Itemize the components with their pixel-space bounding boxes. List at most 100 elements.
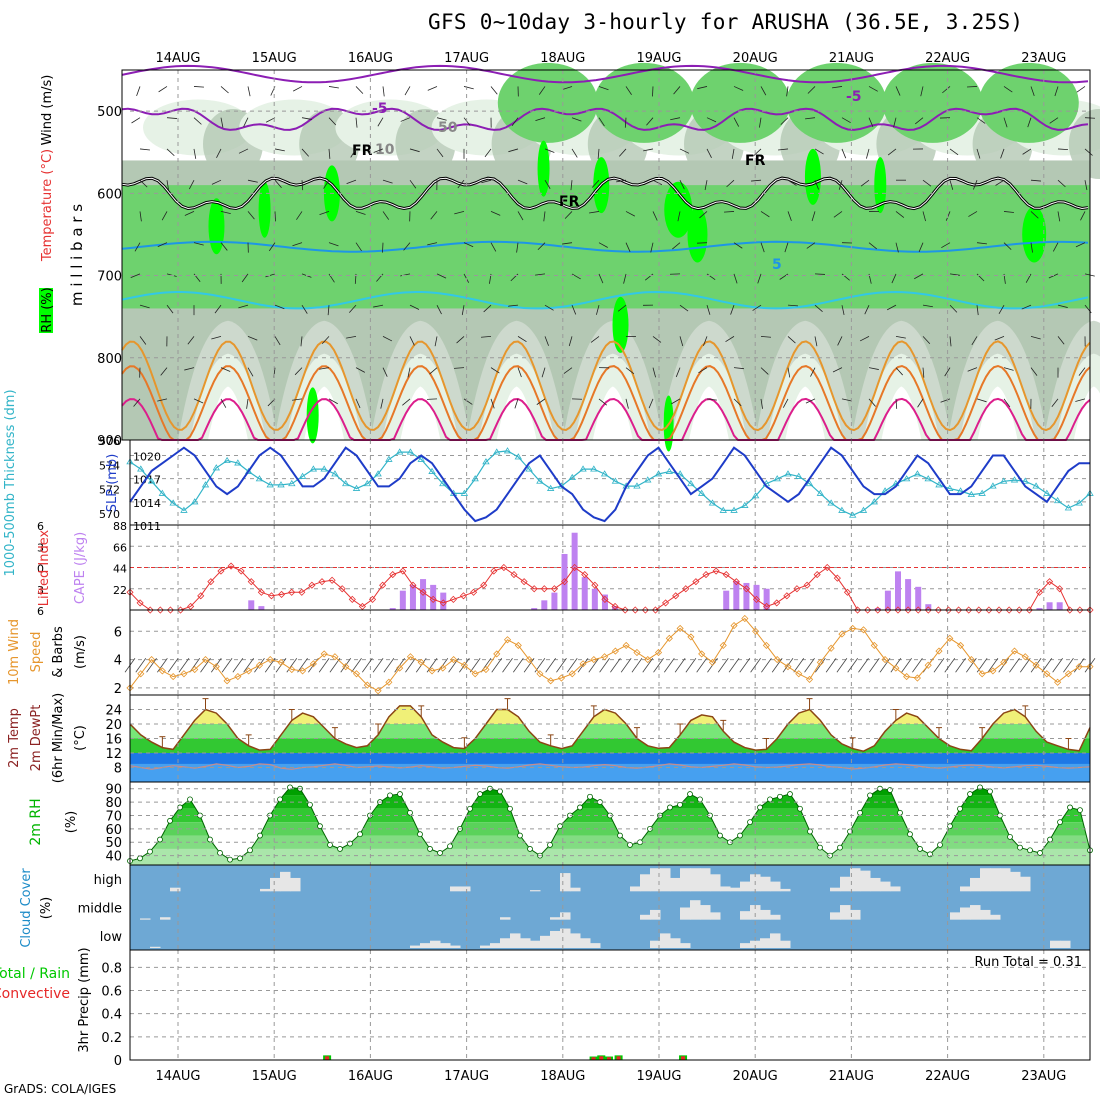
dewpt-fill [130,763,1090,782]
thickness-line-point [967,490,976,498]
thickness-line-point [816,489,825,496]
wind-barb [193,117,202,125]
wind-speed-line-point [935,647,943,655]
thickness-line-point [924,475,932,482]
wind-speed-line-point [169,673,177,681]
surface-wind-barb [879,658,891,673]
wind-speed-line-point [191,665,199,674]
date-label-bottom: 19AUG [636,1069,681,1084]
thickness-line-point [374,470,382,477]
slp-tick-label: 1014 [133,497,161,510]
wind-speed-line-point [903,673,911,681]
cloud-bar-high [260,888,271,892]
cloud-bar-high [670,877,681,892]
cloud-bar-middle [560,912,571,920]
thickness-line-point [320,465,328,472]
surface-wind-barb [297,658,308,673]
wind-speed-line-point [428,667,436,675]
wind-barb [698,367,708,374]
rh-line-point [507,805,513,812]
wind-barb [543,211,546,222]
rh-moist-cell [1022,206,1047,263]
wind-speed-line-point [601,653,609,661]
rh-line-point [447,843,453,850]
wind-barb [805,398,816,404]
wind-barb [481,179,492,184]
wind-barb [1052,242,1059,252]
lifted-index-line-point [975,606,983,614]
wind-barb [968,211,978,217]
wind-barb [1030,86,1035,97]
precip-legend-total: Total / Rain [0,966,70,982]
wind-barb [564,211,573,219]
wind-speed-line-point [417,658,425,666]
wind-barb [590,336,600,343]
lifted-index-line-point [217,567,225,575]
wind-barb [136,86,141,96]
surface-wind-barb [243,658,254,673]
rh-line-point [697,796,703,803]
lifted-index-line-point [257,588,265,596]
thickness-line-point [352,484,361,491]
cape-tick-label: 22 [113,584,127,597]
cloud-bar-high [630,886,641,892]
cloud-bar-middle [990,914,1001,920]
wind-barb [130,273,141,279]
wind-barb [918,242,924,253]
lifted-index-line-point [399,567,407,575]
wind-speed-line-point [1075,663,1083,671]
thickness-line-point [838,506,846,513]
lifted-index-line-point [237,567,245,575]
temp-axis-label-1: 2m Temp [7,708,22,768]
rh-line-point [1047,836,1053,843]
wind-barb [679,148,690,154]
wind-speed-line-point [450,656,458,664]
rh-line-point [257,832,263,839]
wind-barb [382,336,393,342]
cloud-bar-middle [950,912,961,920]
wind-barb [652,211,658,221]
thickness-line-point [978,489,986,496]
cloud-bar-low [580,938,591,948]
lifted-index-line-point [763,602,771,611]
rh-line-point [597,799,603,805]
wind-speed-line-point [849,624,857,632]
wind-speed-line-point [342,663,350,671]
wind-barb [841,305,845,316]
lifted-index-line-point [1015,606,1023,614]
wind-barb [895,86,901,96]
rh-line-point [1027,847,1033,854]
rh-line-point [737,832,743,839]
wind-legend-label: Wind (m/s) [40,75,55,146]
wind-barb [1084,180,1088,191]
wind-barb [886,304,897,311]
wind-barb [562,86,573,90]
lifted-index-line-point [742,585,750,593]
wind-speed-line-point [406,653,415,661]
wind-barb [456,336,465,344]
wind-barb [247,336,258,341]
thickness-line-point [147,477,156,484]
wind-barb [184,367,195,371]
rh-line-point [897,809,903,816]
surface-wind-barb [167,658,179,673]
cloud-bar-low [780,940,791,948]
lifted-index-line-point [500,563,508,572]
rh-dry-bubble [785,386,826,440]
surface-wind-barb [469,658,481,673]
lifted-index-line-point [166,606,174,614]
cape-bar [440,592,447,610]
lifted-index-line-point [1025,606,1033,614]
wind-barb [139,211,142,222]
surface-wind-barb [577,658,589,673]
wind-barb [483,304,492,313]
rh-line-point [147,848,153,855]
cloud-bar-middle [960,907,971,920]
wind-barb [949,148,959,156]
surface-wind-barb [793,658,805,673]
thickness-line-point [590,465,598,472]
thickness-line-point [395,448,404,455]
wind-barb [247,211,255,220]
surface-wind-barb [966,658,977,673]
rh-line-point [987,788,993,795]
